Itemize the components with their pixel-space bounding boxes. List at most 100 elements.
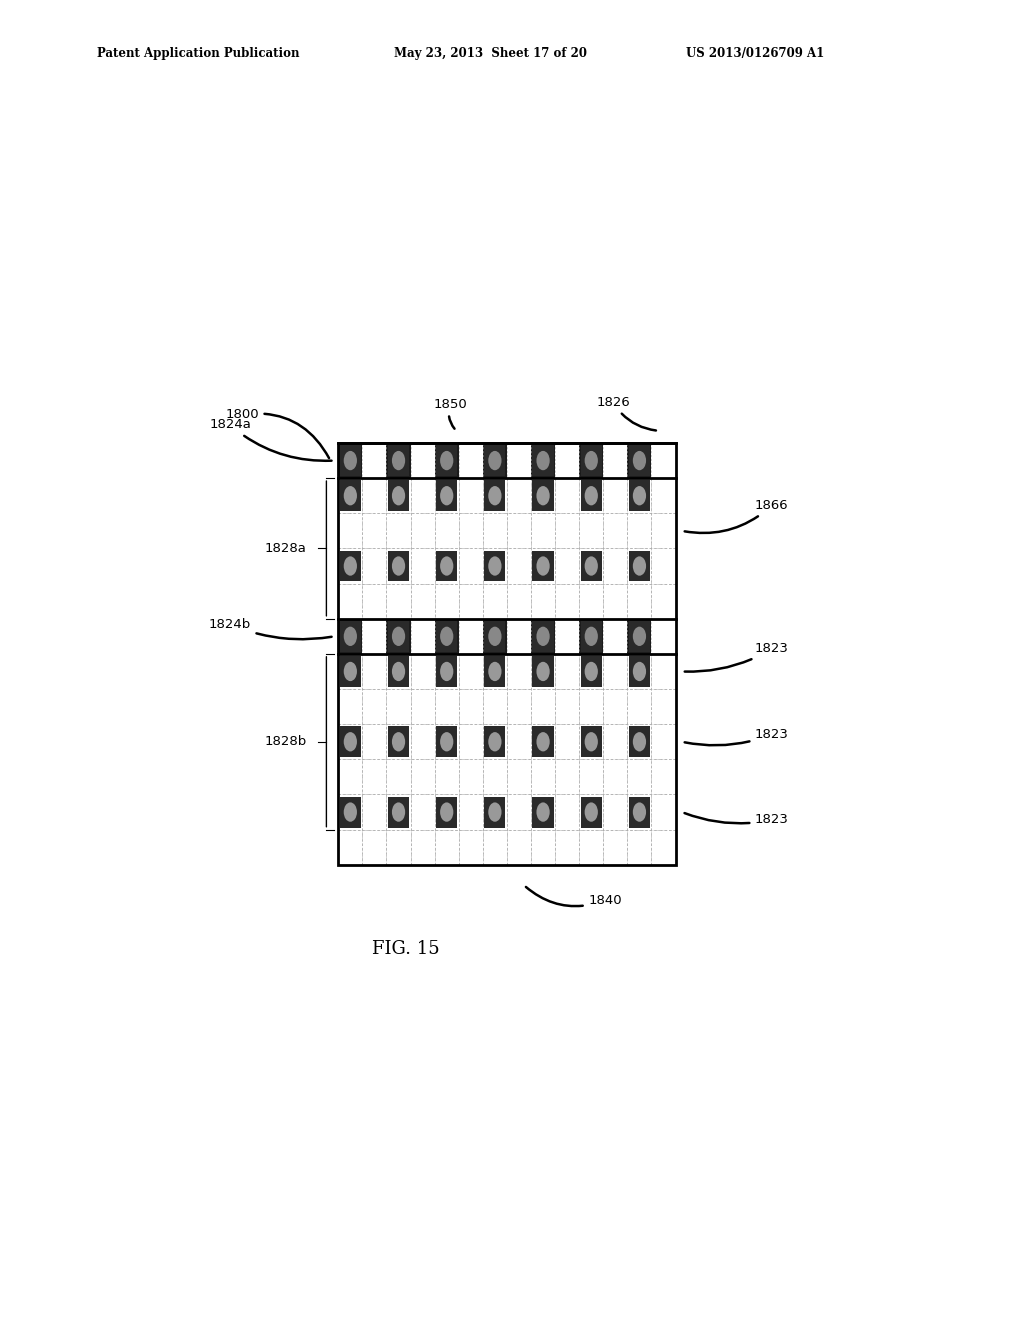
Bar [340,620,360,652]
Bar [581,726,602,758]
Bar [338,444,676,865]
Bar [388,656,410,686]
Bar [340,445,360,477]
Ellipse shape [537,661,550,681]
Bar [340,726,360,758]
Bar [651,619,676,653]
Text: 1826: 1826 [596,396,656,430]
Ellipse shape [537,803,550,822]
Bar [484,445,506,477]
Text: 1823: 1823 [685,727,788,746]
Bar [459,619,483,653]
Ellipse shape [440,556,454,576]
Ellipse shape [488,733,502,751]
Bar [629,550,650,582]
Ellipse shape [440,661,454,681]
Bar [436,445,458,477]
Ellipse shape [633,661,646,681]
Bar [436,480,458,511]
Ellipse shape [392,556,406,576]
Ellipse shape [344,451,357,470]
Bar [459,444,483,478]
Bar [388,480,410,511]
Ellipse shape [585,733,598,751]
Text: 1866: 1866 [685,499,788,533]
Bar [436,656,458,686]
Ellipse shape [585,803,598,822]
Bar [338,444,676,478]
Ellipse shape [585,556,598,576]
Bar [436,620,458,652]
Bar [484,620,506,652]
Bar [484,796,506,828]
Bar [581,445,602,477]
Ellipse shape [585,486,598,506]
Bar [532,620,554,652]
Bar [629,656,650,686]
Bar [388,445,410,477]
Bar [340,480,360,511]
Ellipse shape [488,627,502,645]
Bar [651,444,676,478]
Bar [340,550,360,582]
Bar [507,444,531,478]
Bar [340,656,360,686]
Ellipse shape [537,556,550,576]
Ellipse shape [440,486,454,506]
Ellipse shape [392,486,406,506]
Bar [555,444,580,478]
Ellipse shape [440,803,454,822]
Ellipse shape [633,733,646,751]
Ellipse shape [440,733,454,751]
Bar [484,656,506,686]
Ellipse shape [537,627,550,645]
Ellipse shape [344,661,357,681]
Ellipse shape [344,627,357,645]
Bar [436,796,458,828]
Text: Patent Application Publication: Patent Application Publication [97,46,300,59]
Bar [581,796,602,828]
Text: 1840: 1840 [526,887,622,907]
Bar [338,444,676,865]
Bar [411,619,434,653]
Bar [629,620,650,652]
Bar [388,550,410,582]
Bar [532,796,554,828]
Ellipse shape [488,451,502,470]
Bar [436,726,458,758]
Ellipse shape [585,661,598,681]
Bar [362,619,386,653]
Text: 1850: 1850 [433,397,467,429]
Bar [388,796,410,828]
Bar [507,619,531,653]
Ellipse shape [344,803,357,822]
Bar [436,550,458,582]
Bar [532,726,554,758]
Bar [532,656,554,686]
Ellipse shape [392,627,406,645]
Text: 1828b: 1828b [264,735,306,748]
Bar [629,796,650,828]
Ellipse shape [440,627,454,645]
Text: 1824b: 1824b [209,618,332,639]
Ellipse shape [633,556,646,576]
Ellipse shape [392,661,406,681]
Ellipse shape [392,803,406,822]
Ellipse shape [633,451,646,470]
Ellipse shape [344,556,357,576]
Ellipse shape [537,486,550,506]
Text: 1823: 1823 [685,643,788,672]
Bar [388,620,410,652]
Ellipse shape [537,451,550,470]
Ellipse shape [440,451,454,470]
Text: May 23, 2013  Sheet 17 of 20: May 23, 2013 Sheet 17 of 20 [394,46,587,59]
Ellipse shape [488,486,502,506]
Ellipse shape [537,733,550,751]
Ellipse shape [392,451,406,470]
Bar [629,480,650,511]
Ellipse shape [633,627,646,645]
Bar [484,726,506,758]
Bar [362,444,386,478]
Bar [629,445,650,477]
Bar [411,444,434,478]
